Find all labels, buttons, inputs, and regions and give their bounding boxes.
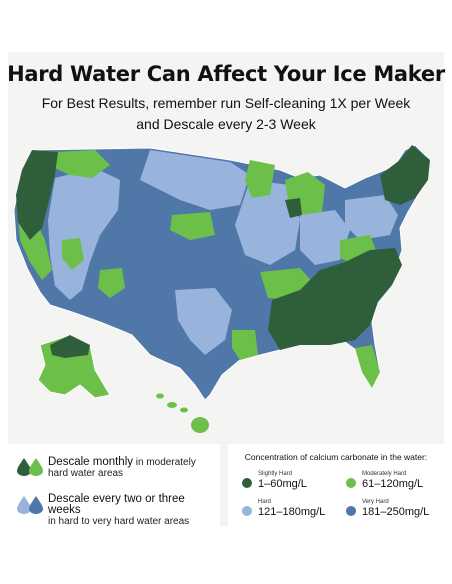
- region-slight-southeast: [268, 248, 402, 350]
- slightly-hard-value: 1–60mg/L: [258, 478, 307, 490]
- us-hard-water-map: [13, 144, 431, 433]
- slightly-hard-swatch: [242, 478, 252, 488]
- very-hard-value: 181–250mg/L: [362, 506, 430, 518]
- very-hard-swatch: [346, 506, 356, 516]
- contiguous-us: [13, 144, 431, 401]
- biweekly-legend-text: Descale every two or three weeks in hard…: [48, 493, 190, 527]
- hawaii-island-4: [191, 417, 209, 433]
- region-slight-pacific-coast: [16, 150, 58, 240]
- blue-drops-icon: [17, 496, 43, 514]
- hawaii-island-2: [167, 402, 177, 408]
- region-hard-northeast: [345, 195, 398, 240]
- region-hard-north-plains: [140, 150, 250, 210]
- region-slight-wisconsin-patch: [285, 198, 302, 218]
- hawaii: [156, 393, 209, 433]
- very-hard-label: Very Hard: [362, 499, 389, 505]
- descale-legend: Descale monthly in moderately hard water…: [8, 444, 220, 527]
- region-hard-south-central: [175, 288, 232, 355]
- subtitle-line-2: and Descale every 2-3 Week: [136, 116, 316, 132]
- moderately-hard-value: 61–120mg/L: [362, 478, 424, 490]
- concentration-legend: Concentration of calcium carbonate in th…: [228, 444, 444, 526]
- alaska: [37, 334, 111, 399]
- monthly-legend-text: Descale monthly in moderately hard water…: [48, 456, 196, 479]
- region-moderate-minnesota: [245, 160, 275, 198]
- hawaii-island-1: [156, 393, 164, 399]
- green-drops-icon: [17, 458, 43, 476]
- subtitle-line-1: For Best Results, remember run Self-clea…: [41, 95, 411, 111]
- hard-value: 121–180mg/L: [258, 506, 326, 518]
- region-moderate-pacific-nw: [55, 150, 110, 178]
- moderately-hard-swatch: [346, 478, 356, 488]
- region-moderate-utah: [98, 268, 125, 298]
- hard-swatch: [242, 506, 252, 516]
- hawaii-island-3: [180, 407, 188, 413]
- moderately-hard-label: Moderately Hard: [362, 471, 407, 477]
- concentration-title: Concentration of calcium carbonate in th…: [244, 452, 428, 462]
- slightly-hard-label: Slightly Hard: [258, 471, 293, 477]
- region-hard-ohio: [300, 210, 350, 265]
- region-moderate-colorado: [170, 212, 215, 240]
- region-hard-west: [48, 168, 120, 300]
- alaska-slight-region: [50, 335, 90, 358]
- region-moderate-louisiana: [232, 330, 258, 360]
- region-moderate-florida: [355, 345, 380, 388]
- region-moderate-nevada: [62, 238, 84, 270]
- region-hard-central: [235, 180, 300, 265]
- page-title: Hard Water Can Affect Your Ice Maker: [7, 62, 445, 86]
- hard-label: Hard: [258, 499, 272, 505]
- region-slight-new-england: [380, 145, 430, 205]
